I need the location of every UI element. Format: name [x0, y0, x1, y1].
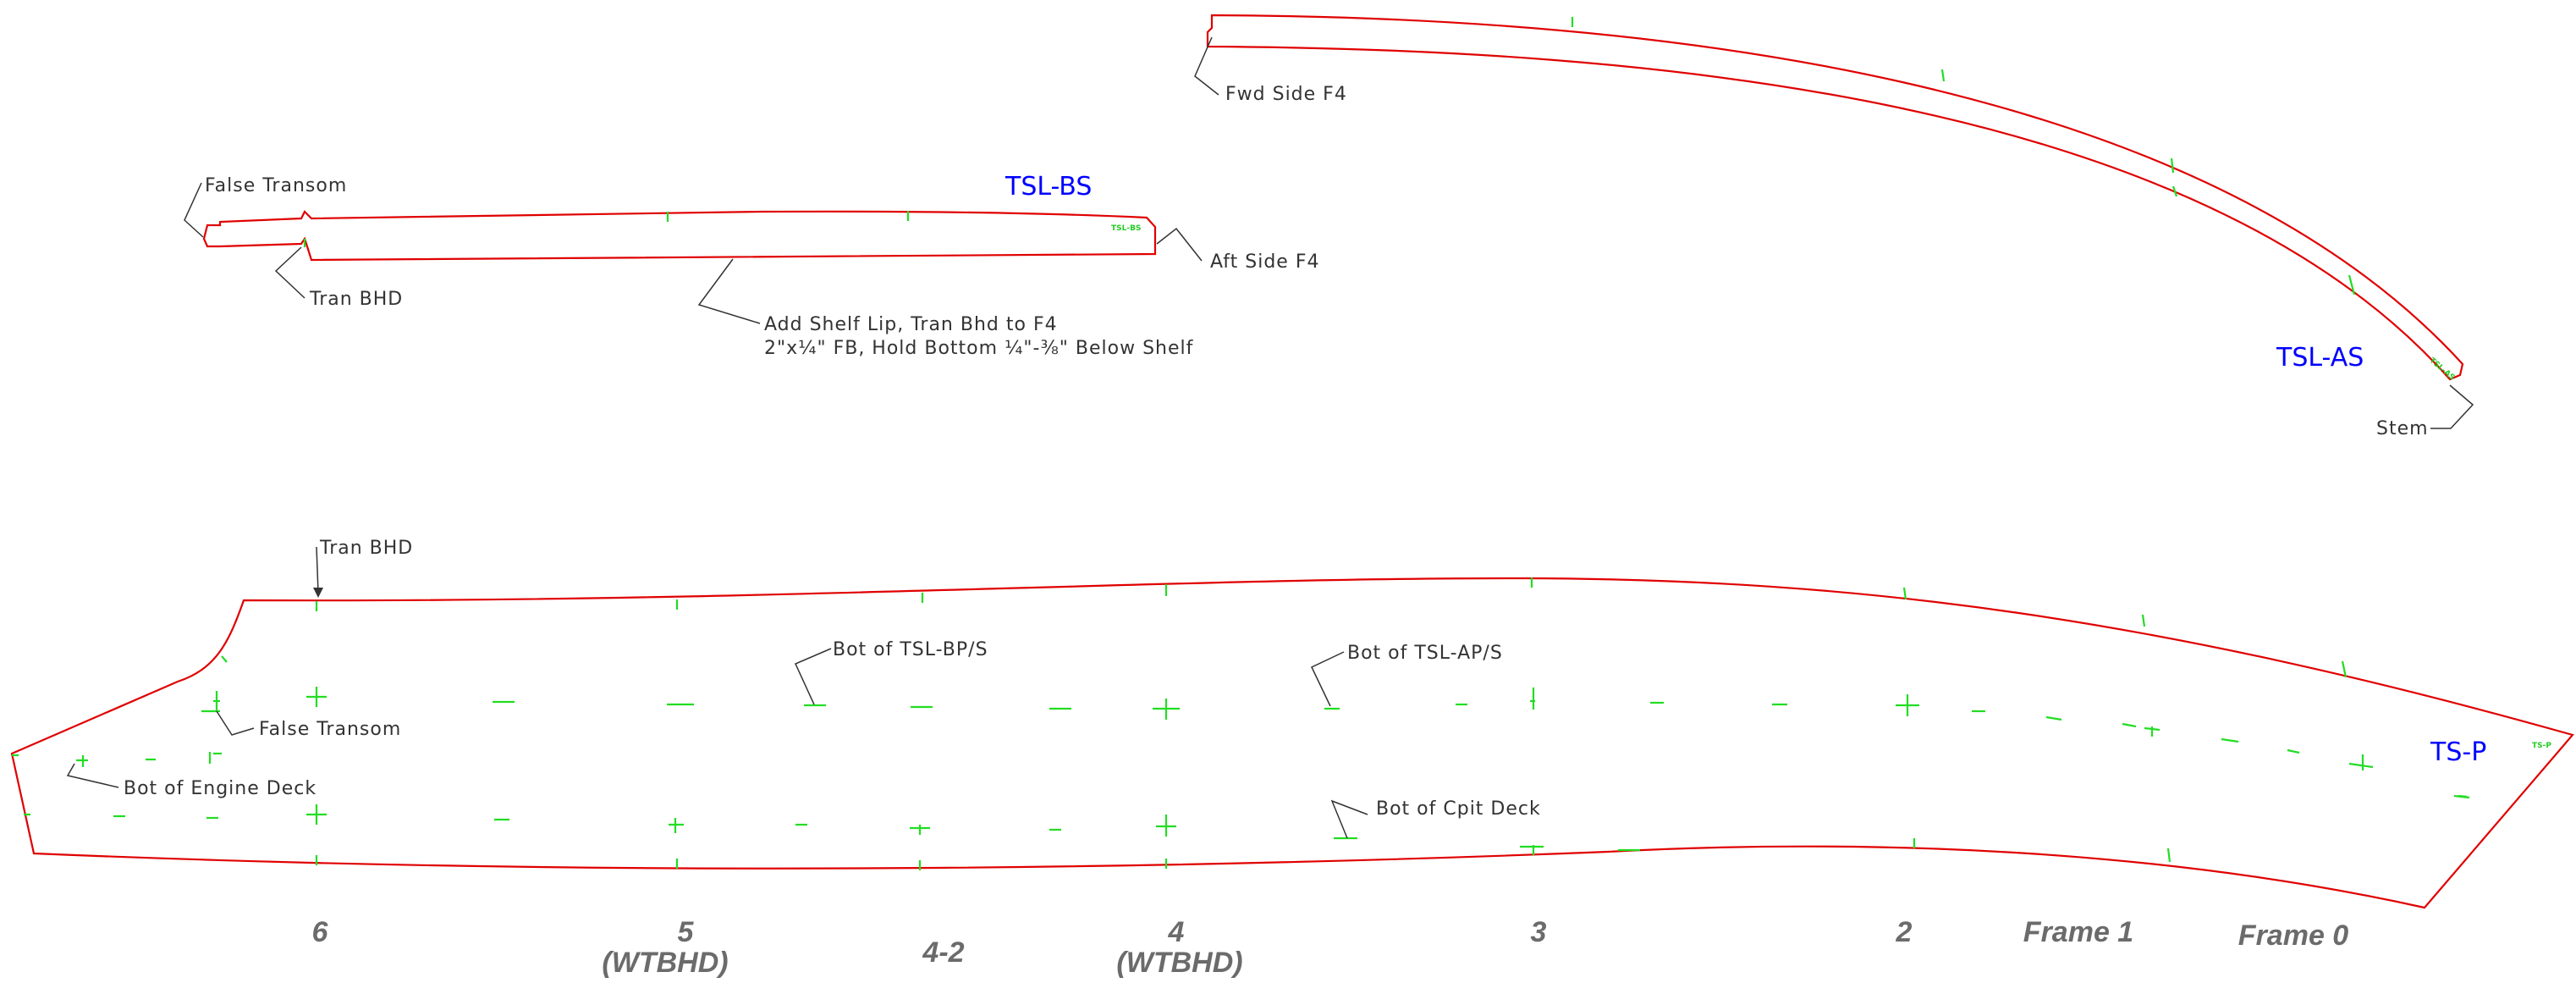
stem-note: Stem [2376, 418, 2429, 439]
bot-engine-deck-leader [66, 763, 119, 788]
tran-bhd-top-note: Tran BHD [309, 289, 403, 310]
tsl-bs-title: TSL-BS [1005, 172, 1092, 202]
bot-cpit-deck-leader [1330, 799, 1368, 839]
false-transom-top-leader [184, 182, 204, 238]
bot-tsl-bp-leader [794, 648, 832, 705]
frame-sublabel-5: (WTBHD) [602, 947, 728, 979]
bot-engine-deck-note: Bot of Engine Deck [124, 778, 316, 799]
bot-tsl-ap-leader [1310, 651, 1345, 707]
tsl-bs-tag: TSL-BS [1111, 224, 1141, 233]
tran-bhd-top-leader [274, 246, 305, 299]
frame-sublabel-4: (WTBHD) [1116, 947, 1242, 979]
false-transom-main-leader [216, 710, 255, 736]
frame-label-2: 2 [1896, 916, 1913, 948]
frame-label-0: Frame 0 [2238, 919, 2348, 952]
ts-p-outline [10, 577, 2574, 909]
tsl-as-marks [1571, 17, 2356, 295]
aft-side-f4-leader [1156, 227, 1203, 262]
bot-tsl-ap-note: Bot of TSL-AP/S [1347, 643, 1503, 664]
false-transom-top-note: False Transom [205, 175, 347, 196]
part-tsl-as: TSL-AS TSL-AS [1206, 14, 2464, 383]
tsl-as-outline [1206, 14, 2464, 381]
frame-label-1: Frame 1 [2023, 916, 2133, 948]
part-tsl-bs: TSL-BS TSL-BS [202, 172, 1157, 262]
frame-label-5: 5 [678, 916, 695, 948]
ts-p-title: TS-P [2430, 737, 2486, 767]
tran-bhd-main-arrow [313, 588, 323, 598]
bot-tsl-bp-note: Bot of TSL-BP/S [833, 639, 988, 660]
false-transom-main-note: False Transom [259, 719, 401, 740]
bot-cpit-deck-note: Bot of Cpit Deck [1376, 798, 1541, 820]
aft-side-f4-note: Aft Side F4 [1210, 251, 1319, 273]
tsl-as-tag: TSL-AS [2428, 356, 2457, 383]
tran-bhd-main-note: Tran BHD [319, 538, 413, 559]
tsl-as-title: TSL-AS [2276, 343, 2364, 373]
ts-p-tag: TS-P [2532, 742, 2551, 750]
frame-label-6: 6 [312, 916, 329, 948]
add-shelf-note-line2: 2"x¼" FB, Hold Bottom ¼"-⅜" Below Shelf [764, 338, 1194, 359]
tsl-bs-marks [303, 211, 910, 247]
fwd-side-f4-note: Fwd Side F4 [1225, 84, 1347, 105]
add-shelf-leader [697, 258, 761, 324]
frame-label-4-2: 4-2 [922, 936, 964, 969]
tsl-bs-outline [202, 210, 1157, 262]
add-shelf-note-line1: Add Shelf Lip, Tran Bhd to F4 [764, 314, 1058, 335]
stem-leader [2430, 384, 2474, 429]
frame-label-4: 4 [1168, 916, 1185, 948]
tran-bhd-main-leader [316, 546, 319, 594]
fwd-side-f4-leader [1194, 36, 1219, 96]
part-ts-p: TS-P TS-P [10, 577, 2574, 909]
frame-labels: 6 5 (WTBHD) 4-2 4 (WTBHD) 3 2 Frame 1 Fr… [312, 916, 2349, 979]
frame-label-3: 3 [1531, 916, 1547, 948]
ts-p-marks [12, 577, 2470, 870]
